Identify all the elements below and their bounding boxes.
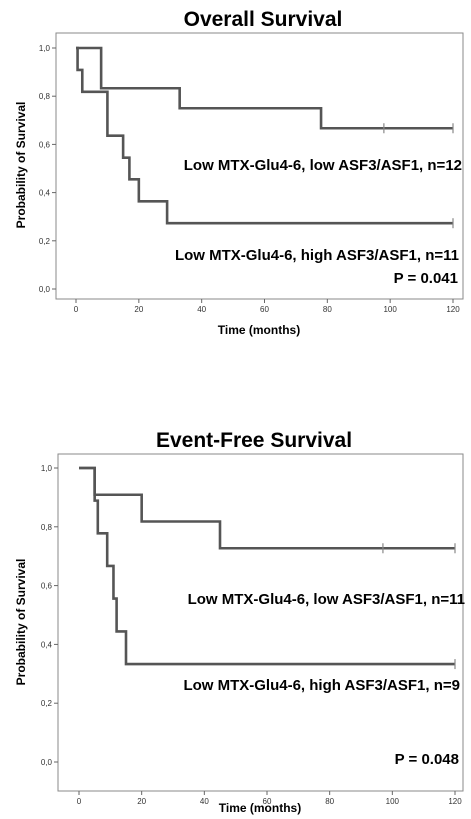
series-label-low-asf: Low MTX-Glu4-6, low ASF3/ASF1, n=12 (184, 157, 462, 174)
x-tick-label: 60 (263, 797, 272, 806)
survival-curve-high-asf (76, 46, 453, 225)
chart-title: Overall Survival (184, 8, 343, 31)
series-label-high-asf: Low MTX-Glu4-6, high ASF3/ASF1, n=11 (175, 247, 459, 264)
x-tick-label: 100 (383, 305, 397, 314)
x-axis-label: Time (months) (218, 323, 300, 337)
p-value: P = 0.048 (395, 751, 459, 768)
x-tick-label: 40 (200, 797, 209, 806)
event-free-survival-panel: Event-Free Survival Probability of Survi… (14, 429, 465, 815)
axes: 0 20 40 60 80 100 120 0,0 0,2 0,4 0,6 0,8 1,0 (41, 464, 462, 806)
x-tick-label: 0 (74, 305, 79, 314)
y-tick-label: 0,8 (41, 523, 53, 532)
overall-survival-panel: Overall Survival Probability of Survival… (14, 8, 464, 337)
series-label-low-asf: Low MTX-Glu4-6, low ASF3/ASF1, n=11 (188, 591, 465, 608)
x-tick-label: 20 (137, 797, 146, 806)
chart-title: Event-Free Survival (156, 429, 352, 452)
y-tick-label: 0,6 (39, 140, 51, 149)
plot-frame (57, 453, 464, 792)
x-tick-label: 0 (77, 797, 82, 806)
y-tick-label: 0,2 (39, 237, 51, 246)
survival-curve-low-asf (79, 466, 455, 550)
y-tick-label: 0,4 (39, 189, 51, 198)
x-axis-label: Time (months) (219, 801, 301, 815)
axes: 0 20 40 60 80 100 120 0,0 0,2 0,4 0,6 0,8 1,0 (39, 44, 460, 314)
y-axis-label: Probability of Survival (14, 102, 28, 229)
x-tick-label: 120 (448, 797, 462, 806)
y-tick-label: 0,6 (41, 582, 53, 591)
x-tick-label: 120 (446, 305, 460, 314)
plot-frame (55, 32, 464, 300)
x-tick-label: 100 (386, 797, 400, 806)
x-tick-label: 40 (197, 305, 206, 314)
x-tick-label: 80 (325, 797, 334, 806)
x-tick-label: 60 (260, 305, 269, 314)
series-label-high-asf: Low MTX-Glu4-6, high ASF3/ASF1, n=9 (183, 677, 460, 694)
survival-curves (76, 46, 454, 229)
p-value: P = 0.041 (394, 270, 458, 287)
y-tick-label: 0,0 (41, 758, 53, 767)
survival-curve-low-asf (76, 46, 453, 130)
x-tick-label: 80 (323, 305, 332, 314)
y-tick-label: 1,0 (39, 44, 51, 53)
y-tick-label: 1,0 (41, 464, 53, 473)
survival-curve-high-asf (79, 466, 455, 666)
y-axis-label: Probability of Survival (14, 559, 28, 686)
y-tick-label: 0,0 (39, 285, 51, 294)
x-tick-label: 20 (134, 305, 143, 314)
y-tick-label: 0,4 (41, 640, 53, 649)
survival-curves (79, 466, 456, 670)
y-tick-label: 0,8 (39, 92, 51, 101)
y-tick-label: 0,2 (41, 699, 53, 708)
